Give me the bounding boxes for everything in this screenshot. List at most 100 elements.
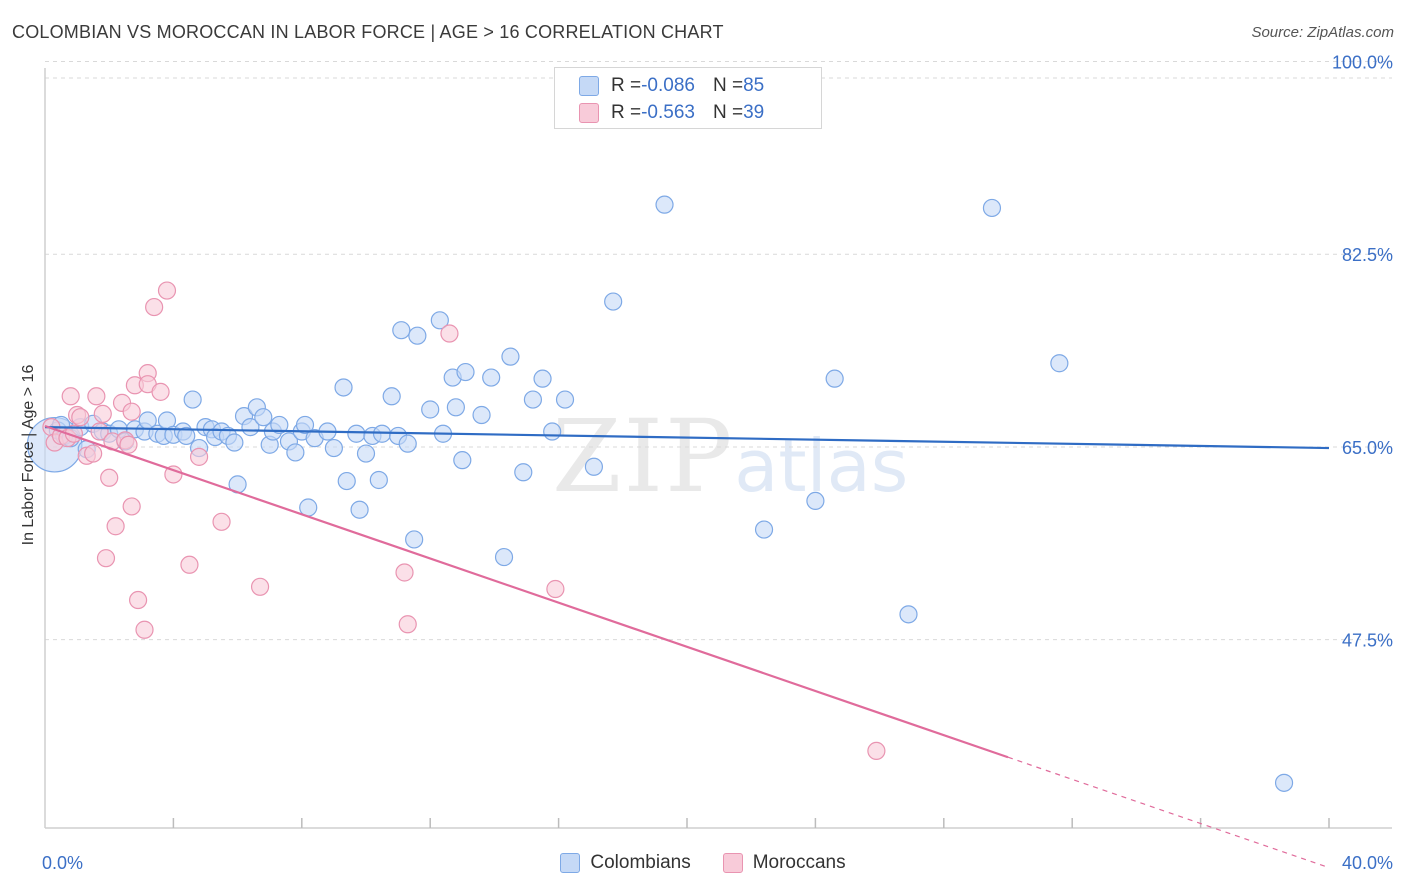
colombian-point-68: [494, 547, 514, 567]
colombian-point-44: [324, 438, 343, 458]
colombian-point-71: [523, 390, 543, 409]
colombian-point-80: [825, 369, 844, 388]
colombian-trend-line: [44, 426, 1330, 450]
moroccan-point-34: [250, 577, 270, 596]
colombian-point-79: [806, 491, 825, 511]
colombian-point-47: [347, 424, 366, 443]
colombian-point-84: [1274, 773, 1294, 792]
colombian-point-38: [286, 443, 305, 462]
colombian-point-74: [555, 390, 575, 409]
moroccans-swatch: [579, 103, 599, 123]
colombian-point-59: [421, 400, 440, 419]
moroccan-point-24: [135, 620, 154, 639]
moroccan-point-20: [122, 402, 141, 421]
moroccans-r-label: R =: [611, 102, 642, 123]
legend-row-moroccans: R = -0.563 N = 39: [579, 100, 764, 126]
colombian-point-21: [183, 390, 202, 409]
moroccan-point-23: [128, 590, 148, 610]
colombian-point-77: [655, 195, 674, 214]
moroccan-point-27: [145, 297, 164, 317]
colombian-point-60: [430, 311, 449, 330]
x-tick-label-0: 0.0%: [42, 853, 83, 873]
moroccan-point-30: [164, 465, 183, 484]
moroccan-point-35: [395, 563, 414, 582]
colombian-point-33: [254, 408, 273, 427]
colombian-point-51: [369, 470, 388, 490]
colombians-swatch: [579, 76, 599, 96]
moroccan-point-33: [212, 512, 231, 531]
colombian-point-67: [482, 368, 501, 387]
colombian-point-53: [382, 387, 401, 406]
colombian-point-58: [408, 326, 427, 345]
colombian-point-28: [225, 433, 244, 452]
colombian-point-57: [405, 530, 424, 549]
colombian-point-56: [398, 434, 417, 453]
colombian-point-82: [982, 198, 1002, 218]
moroccan-point-21: [122, 497, 141, 516]
moroccan-point-37: [440, 324, 459, 343]
colombian-point-55: [392, 321, 411, 340]
colombian-point-46: [337, 471, 356, 491]
moroccan-point-32: [189, 447, 209, 466]
colombian-point-70: [514, 463, 533, 482]
moroccan-point-31: [180, 555, 199, 574]
moroccan-point-9: [84, 444, 103, 463]
moroccan-point-16: [106, 517, 125, 536]
moroccans-legend-label: Moroccans: [752, 852, 846, 873]
moroccan-point-4: [61, 387, 80, 406]
y-tick-label-0: 47.5%: [1342, 631, 1393, 651]
colombian-point-72: [533, 369, 552, 388]
colombian-point-66: [472, 405, 491, 425]
legend-item-colombians[interactable]: Colombians: [560, 852, 691, 874]
moroccans-n-value: 39: [743, 102, 765, 123]
colombian-point-76: [604, 292, 623, 311]
colombian-point-36: [270, 415, 289, 435]
source-credit: Source: ZipAtlas.com: [1251, 24, 1394, 41]
colombians-legend-label: Colombians: [590, 852, 691, 873]
colombians-n-value: 85: [743, 75, 765, 96]
moroccan-point-14: [100, 468, 119, 487]
colombian-point-45: [334, 378, 353, 397]
moroccan-point-10: [87, 387, 106, 406]
colombian-point-75: [584, 457, 604, 476]
moroccan-point-36: [398, 615, 417, 634]
colombian-point-83: [1050, 354, 1069, 373]
moroccan-point-38: [546, 579, 565, 599]
moroccan-point-13: [96, 549, 116, 568]
y-tick-label-1: 65.0%: [1342, 438, 1393, 458]
moroccan-trend-extension: [1007, 756, 1330, 869]
moroccans-r-value: -0.563: [641, 102, 695, 123]
series-legend: Colombians Moroccans: [0, 852, 1406, 874]
moroccans-n-label: N =: [712, 102, 744, 123]
colombian-point-73: [543, 422, 562, 441]
y-tick-label-3: 100.0%: [1332, 52, 1393, 72]
colombian-point-40: [295, 415, 315, 435]
legend-item-moroccans[interactable]: Moroccans: [722, 852, 846, 874]
moroccan-point-29: [157, 281, 177, 300]
colombian-point-64: [453, 451, 472, 470]
chart-title: COLOMBIAN VS MOROCCAN IN LABOR FORCE | A…: [12, 22, 724, 42]
watermark-zip: ZIP: [552, 398, 735, 515]
legend-row-colombians: R = -0.086 N = 85: [579, 73, 764, 99]
colombians-r-label: R =: [611, 75, 642, 96]
y-tick-label-2: 82.5%: [1342, 245, 1393, 265]
colombian-point-20: [177, 426, 196, 446]
colombians-r-value: -0.086: [641, 75, 695, 96]
moroccan-point-7: [71, 408, 90, 427]
colombians-legend-swatch: [560, 853, 581, 873]
moroccan-point-12: [93, 404, 112, 424]
colombian-point-65: [456, 362, 475, 382]
colombian-point-69: [501, 347, 520, 366]
moroccan-point-39: [867, 741, 886, 761]
x-tick-label-1: 40.0%: [1342, 853, 1393, 873]
moroccan-point-19: [119, 435, 138, 454]
colombian-point-49: [356, 444, 376, 463]
colombian-point-78: [754, 520, 774, 539]
colombians-n-label: N =: [712, 75, 744, 96]
moroccans-legend-swatch: [722, 853, 743, 873]
correlation-legend: R = -0.086 N = 85 R = -0.563 N = 39: [554, 67, 822, 129]
y-axis-label: In Labor Force | Age > 16: [20, 364, 37, 546]
colombian-point-63: [446, 398, 465, 417]
colombian-point-81: [899, 605, 918, 624]
